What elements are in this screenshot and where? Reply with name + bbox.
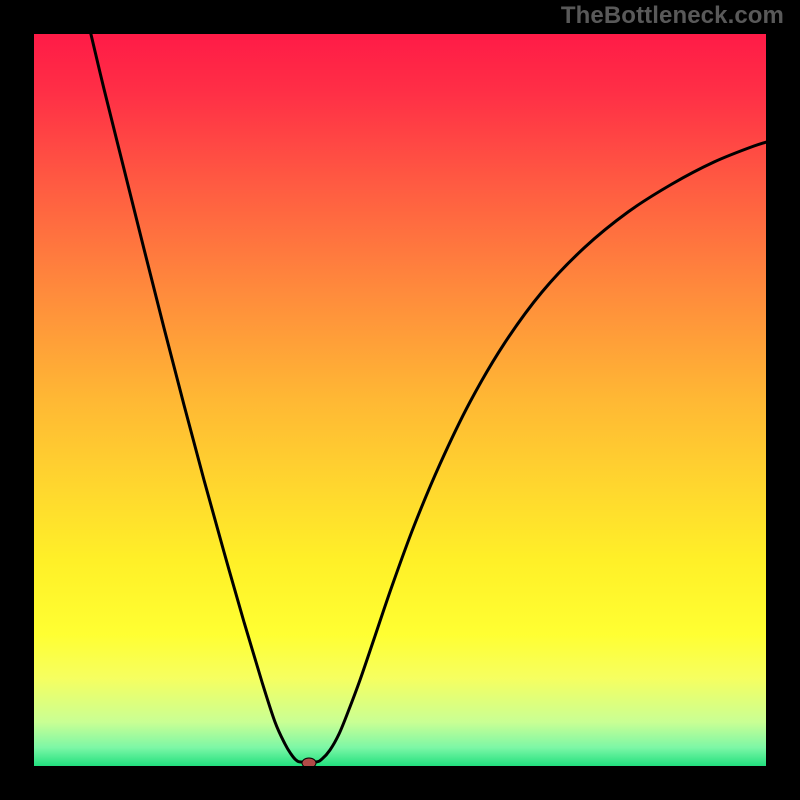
plot-area — [34, 34, 766, 766]
bottleneck-curve — [89, 34, 766, 762]
curve-layer — [34, 34, 766, 766]
optimal-point-marker — [302, 758, 316, 766]
attribution-text: TheBottleneck.com — [561, 2, 784, 30]
chart-frame: TheBottleneck.com — [0, 0, 800, 800]
